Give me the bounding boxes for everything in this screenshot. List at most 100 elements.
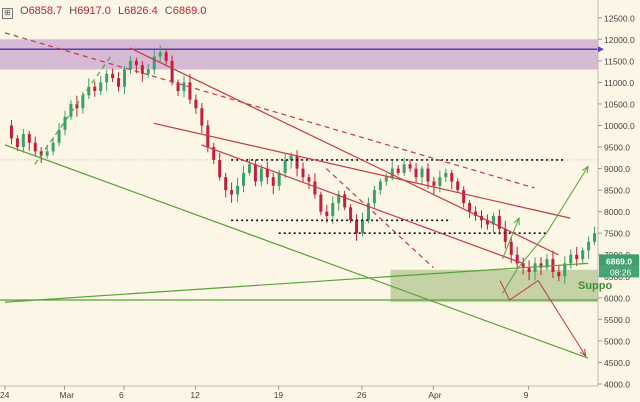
y-tick-label: 10000.0 <box>604 121 635 131</box>
candle <box>152 56 156 70</box>
candle <box>140 65 144 74</box>
candle <box>87 86 91 96</box>
scenario-bear <box>499 279 587 357</box>
downtrend-mid <box>201 144 523 264</box>
candle <box>27 134 31 143</box>
resistance-axis-marker <box>598 46 604 53</box>
candle <box>33 142 37 152</box>
price-tag <box>599 254 639 267</box>
candle <box>343 194 347 208</box>
rising-support-green <box>4 262 589 303</box>
chart-settings-icon[interactable]: ⊞ <box>2 8 13 19</box>
candle <box>99 82 103 92</box>
open-label: O <box>20 5 29 17</box>
candle <box>557 271 561 277</box>
high-value: 6917.0 <box>77 5 111 17</box>
ohlc-legend: ⊞ O6858.7 H6917.0 L6826.4 C6869.0 <box>2 5 206 19</box>
scenario-bull-1 <box>501 217 520 260</box>
resistance-zone <box>0 39 598 70</box>
price-axis <box>598 0 640 402</box>
candle <box>128 60 132 70</box>
candle <box>253 164 257 182</box>
candle <box>384 177 388 182</box>
candle <box>75 103 79 109</box>
y-tick-label: 8000.0 <box>604 207 630 217</box>
high-label: H <box>69 5 78 17</box>
candle <box>533 263 537 272</box>
y-tick-label: 10500.0 <box>604 99 635 109</box>
y-tick-label: 12000.0 <box>604 35 635 45</box>
long-dashed-downtrend <box>4 32 535 189</box>
candle <box>206 125 210 148</box>
candle <box>474 211 478 216</box>
candle <box>51 142 55 152</box>
candle <box>319 194 323 212</box>
candle <box>218 159 222 178</box>
candle <box>15 138 19 148</box>
candle <box>105 73 109 83</box>
y-tick-label: 11000.0 <box>604 78 634 88</box>
x-tick-label: Apr <box>428 390 441 400</box>
candle <box>313 181 317 195</box>
candle <box>69 103 73 117</box>
candle <box>450 172 454 182</box>
close-label: C <box>164 5 173 17</box>
candle <box>402 164 406 173</box>
candle <box>575 254 579 260</box>
y-tick-label: 4000.0 <box>604 380 630 390</box>
y-tick-label: 5000.0 <box>604 336 630 346</box>
scenario-bear-head <box>579 349 587 358</box>
downtrend-steep <box>129 47 559 256</box>
low-label: L <box>117 5 125 17</box>
x-tick-label: 19 <box>274 390 284 400</box>
candle <box>444 172 448 178</box>
candle <box>456 181 460 191</box>
candle <box>176 82 180 92</box>
candle <box>366 203 370 221</box>
candle <box>295 155 299 169</box>
x-tick-label: 24 <box>0 390 10 400</box>
candle <box>146 69 150 74</box>
candle <box>230 190 234 195</box>
candle <box>521 263 525 268</box>
candle <box>45 151 49 156</box>
candle <box>378 181 382 191</box>
candle <box>331 203 335 216</box>
countdown-value: 08:26 <box>610 267 632 277</box>
open-value: 6858.7 <box>28 5 63 17</box>
close-value: 6869.0 <box>172 5 207 17</box>
candle <box>515 254 519 264</box>
candle <box>247 164 251 173</box>
candle <box>111 73 115 79</box>
y-tick-label: 11500.0 <box>604 56 634 66</box>
candle <box>117 78 121 87</box>
candle <box>349 207 353 221</box>
y-tick-label: 4500.0 <box>604 358 630 368</box>
candle <box>509 241 513 255</box>
candle <box>63 116 67 130</box>
candle <box>420 168 424 178</box>
candle <box>361 220 364 234</box>
support-annotation: Suppo <box>578 280 612 292</box>
long-support-green <box>4 144 589 359</box>
candle <box>355 220 359 234</box>
candle <box>539 263 543 268</box>
candle <box>581 250 585 260</box>
candle <box>57 129 61 143</box>
candle <box>468 203 472 212</box>
candle <box>81 95 85 109</box>
price-tag-value: 6869.0 <box>606 256 632 266</box>
scenario-bull-2-head <box>582 165 589 174</box>
candle <box>593 233 597 242</box>
candle <box>277 172 281 186</box>
x-tick-label: 6 <box>119 390 124 400</box>
candle <box>396 168 400 173</box>
candle <box>39 151 43 156</box>
candle <box>497 215 501 229</box>
candle <box>194 99 198 109</box>
candle <box>569 254 573 264</box>
candle <box>9 125 13 139</box>
y-tick-label: 9500.0 <box>604 143 630 153</box>
candle <box>188 82 192 100</box>
